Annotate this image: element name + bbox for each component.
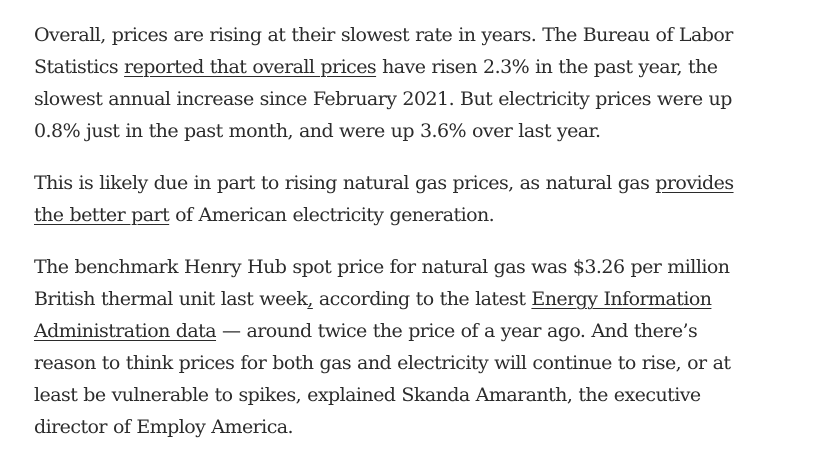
paragraph-3: The benchmark Henry Hub spot price for n…	[34, 251, 731, 443]
paragraph-3-line-4: reason to think prices for both gas and …	[34, 347, 731, 379]
paragraph-1-line-4: 0.8% just in the past month, and were up…	[34, 115, 724, 147]
comma-link[interactable]: ,	[307, 288, 313, 310]
paragraph-1-line-3: slowest annual increase since February 2…	[34, 83, 732, 115]
paragraph-3-line-3: Administration data — around twice the p…	[34, 315, 724, 347]
paragraph-1-line-1: Overall, prices are rising at their slow…	[34, 19, 733, 51]
text-span: slowest annual increase since February 2…	[34, 88, 732, 110]
paragraph-3-line-1: The benchmark Henry Hub spot price for n…	[34, 251, 730, 283]
paragraph-2-line-2: the better part of American electricity …	[34, 199, 724, 231]
paragraph-2-line-1: This is likely due in part to rising nat…	[34, 167, 734, 199]
paragraph-3-line-5: least be vulnerable to spikes, explained…	[34, 379, 724, 411]
text-span: director of Employ America.	[34, 416, 294, 438]
text-span: Overall, prices are rising at their slow…	[34, 24, 733, 46]
eia-data-link-continued[interactable]: Administration data	[34, 320, 217, 342]
text-span: have risen 2.3% in the past year, the	[376, 56, 718, 78]
text-span: Statistics	[34, 56, 125, 78]
text-span: of American electricity generation.	[169, 204, 495, 226]
text-span: British thermal unit last week	[34, 288, 308, 310]
paragraph-1-line-2: Statistics reported that overall prices …	[34, 51, 724, 83]
electricity-generation-link-continued[interactable]: the better part	[34, 204, 170, 226]
text-span: least be vulnerable to spikes, explained…	[34, 384, 701, 406]
bls-report-link[interactable]: reported that overall prices	[124, 56, 377, 78]
text-span: 0.8% just in the past month, and were up…	[34, 120, 601, 142]
text-span: — around twice the price of a year ago. …	[216, 320, 698, 342]
electricity-generation-link[interactable]: provides	[655, 172, 734, 194]
text-span: The benchmark Henry Hub spot price for n…	[34, 256, 730, 278]
eia-data-link[interactable]: Energy Information	[531, 288, 712, 310]
paragraph-1: Overall, prices are rising at their slow…	[34, 19, 733, 147]
text-span: reason to think prices for both gas and …	[34, 352, 731, 374]
paragraph-3-line-2: British thermal unit last week, accordin…	[34, 283, 724, 315]
text-span: according to the latest	[312, 288, 532, 310]
paragraph-2: This is likely due in part to rising nat…	[34, 167, 734, 231]
text-span: This is likely due in part to rising nat…	[34, 172, 656, 194]
paragraph-3-line-6: director of Employ America.	[34, 411, 724, 443]
